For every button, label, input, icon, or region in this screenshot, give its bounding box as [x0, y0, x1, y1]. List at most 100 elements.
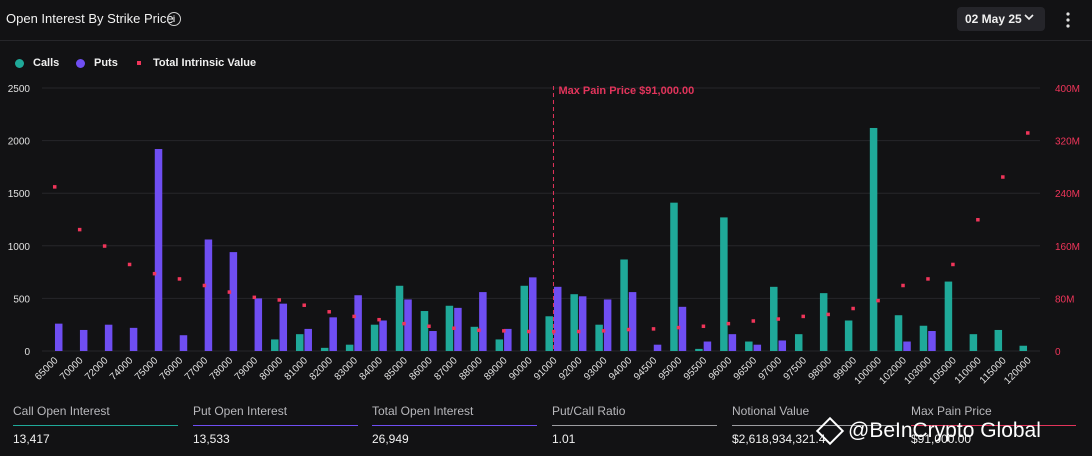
x-tick-label: 94000 — [607, 355, 635, 383]
calls-bar — [445, 305, 454, 351]
x-tick-label: 90000 — [507, 355, 535, 383]
chart-title: Open Interest By Strike Price — [6, 11, 174, 26]
legend-label-intrinsic: Total Intrinsic Value — [153, 57, 257, 69]
stat-label: Put/Call Ratio — [552, 404, 626, 418]
calls-bar — [395, 285, 404, 351]
intrinsic-point — [601, 329, 606, 333]
x-tick-label: 79000 — [233, 355, 261, 383]
x-tick-label: 65000 — [33, 355, 61, 383]
intrinsic-point — [127, 262, 132, 267]
puts-bar — [204, 239, 213, 351]
intrinsic-point — [452, 326, 456, 330]
x-tick-label: 72000 — [83, 355, 111, 383]
puts-bar — [653, 344, 662, 351]
calls-bar — [370, 324, 379, 351]
stat-value: 13,417 — [13, 432, 50, 446]
legend-label-calls: Calls — [33, 57, 60, 69]
intrinsic-point — [701, 324, 706, 329]
puts-bar — [104, 324, 113, 351]
y2-tick-label: 240M — [1055, 189, 1080, 200]
x-tick-label: 83000 — [333, 355, 361, 383]
x-tick-label: 89000 — [482, 355, 510, 383]
calls-bar — [869, 127, 878, 351]
stat-label: Notional Value — [732, 404, 810, 418]
puts-bar — [728, 334, 737, 351]
calls-bar — [745, 341, 753, 351]
x-tick-label: 75000 — [133, 355, 161, 383]
calls-bar — [520, 285, 529, 351]
puts-bar — [54, 323, 63, 351]
intrinsic-point — [726, 321, 731, 326]
intrinsic-point — [77, 227, 82, 232]
intrinsic-point — [327, 310, 331, 314]
stats-bar: Call Open Interest 13,417 Put Open Inter… — [0, 398, 1092, 456]
x-tick-label: 87000 — [432, 355, 460, 383]
intrinsic-point — [651, 327, 656, 331]
intrinsic-point — [302, 303, 306, 307]
intrinsic-point — [776, 317, 781, 321]
intrinsic-point — [527, 329, 531, 334]
calls-bar — [420, 311, 429, 351]
stat-underline — [372, 425, 537, 426]
puts-bar — [154, 149, 163, 351]
stat-max-pain-price: Max Pain Price $91,000.00 — [911, 398, 1076, 456]
puts-bar — [379, 320, 387, 351]
stat-value: 26,949 — [372, 432, 409, 446]
intrinsic-point — [926, 277, 930, 281]
calls-bar — [819, 293, 828, 351]
x-tick-label: 97000 — [757, 355, 785, 383]
x-tick-label: 88000 — [457, 355, 485, 383]
puts-bar — [179, 335, 188, 351]
calls-bar — [570, 294, 578, 351]
calls-bar — [345, 344, 354, 351]
calls-bar — [969, 334, 978, 351]
stat-put-call-ratio: Put/Call Ratio 1.01 — [552, 398, 717, 456]
x-tick-label: 80000 — [258, 355, 286, 383]
intrinsic-point — [477, 328, 481, 332]
stat-put-open-interest: Put Open Interest 13,533 — [193, 398, 358, 456]
y2-tick-label: 160M — [1055, 242, 1080, 253]
expiry-date-value: 02 May 25 — [965, 12, 1022, 26]
intrinsic-point — [751, 319, 756, 323]
x-tick-label: 77000 — [183, 355, 211, 383]
puts-bar — [329, 317, 337, 351]
y-tick-label: 2000 — [8, 137, 31, 148]
puts-bar — [753, 344, 762, 351]
watermark-text: @BeInCrypto Global — [848, 419, 1041, 442]
x-tick-label: 74000 — [108, 355, 136, 383]
puts-bar — [254, 298, 263, 351]
x-tick-label: 98000 — [807, 355, 835, 383]
stat-label: Total Open Interest — [372, 404, 474, 418]
x-tick-label: 96000 — [707, 355, 735, 383]
stat-label: Max Pain Price — [911, 404, 992, 418]
info-icon[interactable]: i — [167, 12, 181, 26]
puts-bar — [928, 331, 936, 351]
intrinsic-point — [252, 295, 257, 300]
chevron-down-icon — [1024, 14, 1034, 21]
intrinsic-point — [352, 314, 356, 319]
x-tick-label: 84000 — [358, 355, 386, 383]
calls-bar — [1019, 345, 1028, 351]
intrinsic-point — [876, 298, 880, 303]
calls-bar — [495, 339, 504, 351]
stat-value: $2,618,934,321.4 — [732, 432, 826, 446]
calls-bar — [295, 334, 304, 351]
stat-value: $91,000.00 — [911, 432, 972, 446]
expiry-date-select[interactable]: 02 May 25 — [957, 7, 1045, 31]
stat-label: Call Open Interest — [13, 404, 110, 418]
intrinsic-point — [1001, 175, 1005, 179]
x-tick-label: 91000 — [532, 355, 560, 383]
x-tick-label: 85000 — [382, 355, 410, 383]
intrinsic-point — [826, 312, 830, 317]
intrinsic-point — [427, 324, 431, 329]
calls-bar — [670, 202, 678, 351]
stat-underline — [193, 425, 358, 426]
puts-bar — [678, 306, 687, 351]
intrinsic-swatch — [137, 61, 141, 65]
intrinsic-point — [976, 218, 980, 222]
more-options-icon[interactable] — [1061, 10, 1075, 30]
puts-swatch — [76, 59, 85, 68]
x-tick-label: 82000 — [308, 355, 336, 383]
intrinsic-point — [102, 244, 107, 248]
puts-bar — [529, 277, 537, 351]
